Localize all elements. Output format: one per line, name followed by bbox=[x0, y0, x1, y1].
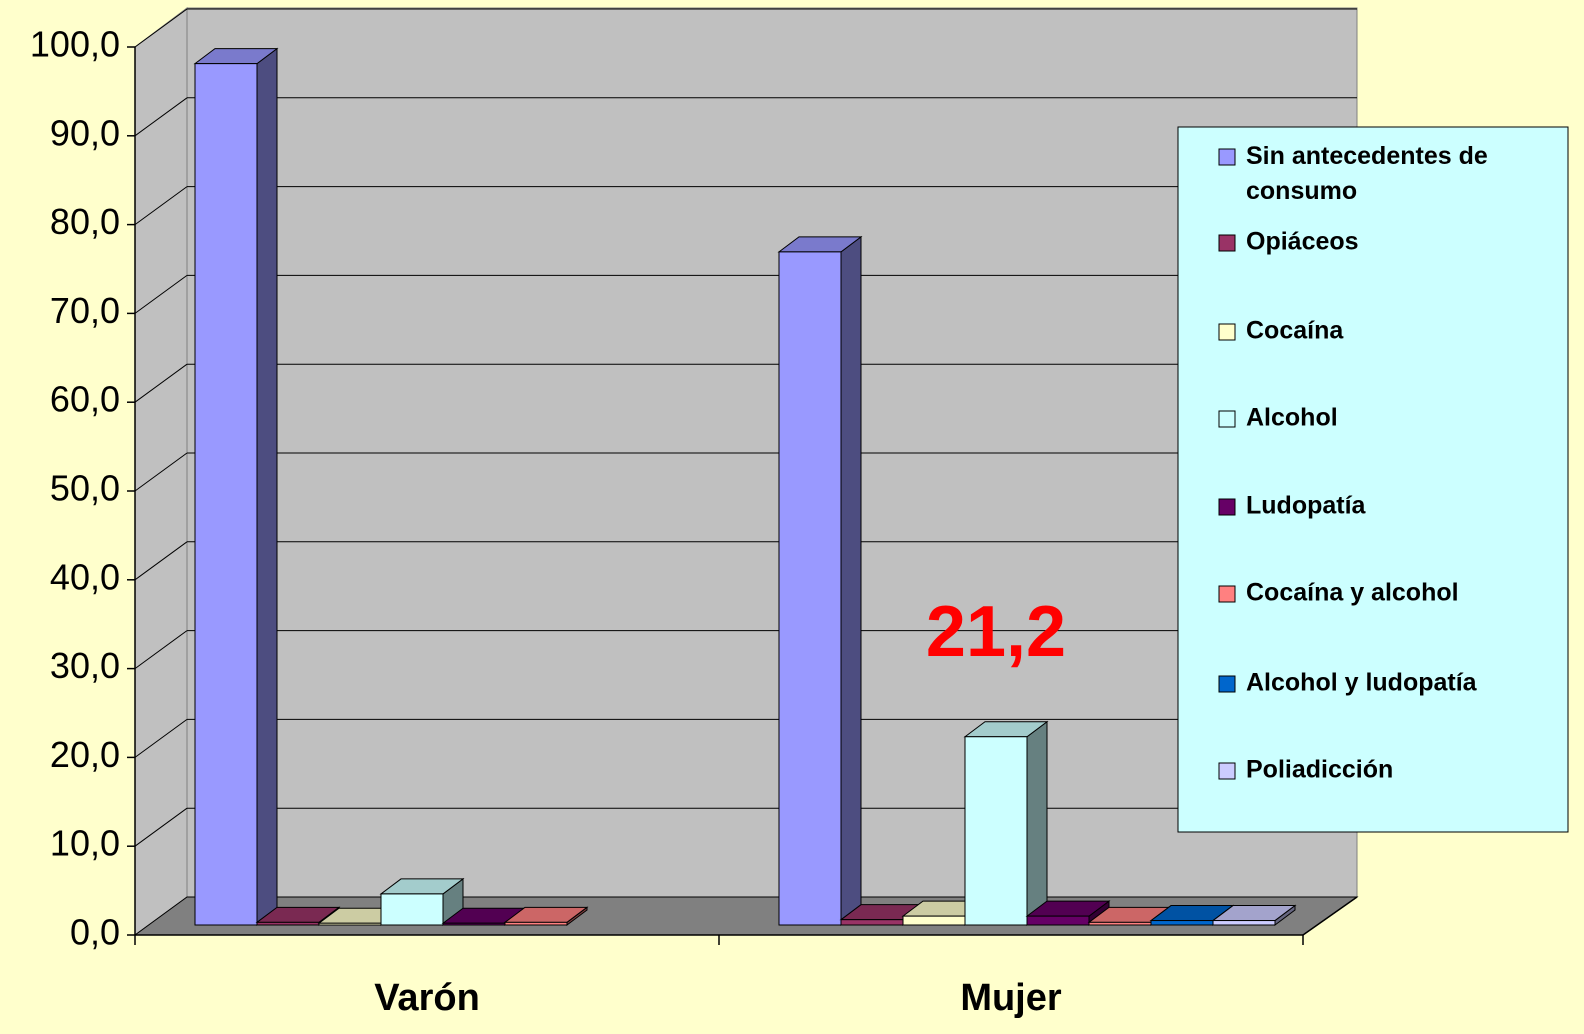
legend-swatch bbox=[1218, 498, 1236, 516]
legend-swatch bbox=[1218, 234, 1236, 252]
legend-swatch bbox=[1218, 762, 1236, 780]
bar-front bbox=[1150, 920, 1214, 926]
y-tick-label: 80,0 bbox=[50, 201, 120, 242]
y-tick-label: 100,0 bbox=[30, 24, 120, 65]
data-label: 21,2 bbox=[926, 592, 1066, 672]
legend-label: Sin antecedentes de consumo bbox=[1246, 142, 1488, 205]
grid-line bbox=[134, 186, 188, 226]
y-tick-label: 30,0 bbox=[50, 645, 120, 686]
bar bbox=[193, 47, 279, 926]
legend-swatch bbox=[1218, 585, 1236, 603]
x-tick-label: Mujer bbox=[960, 977, 1062, 1019]
bar-front bbox=[1212, 920, 1276, 926]
bar-side bbox=[840, 235, 862, 926]
bar bbox=[963, 720, 1049, 926]
grid-line bbox=[134, 630, 188, 670]
legend-swatch bbox=[1218, 675, 1236, 693]
grid-line bbox=[134, 274, 188, 314]
legend-label: Alcohol y ludopatía bbox=[1246, 669, 1478, 697]
bar-front bbox=[504, 921, 568, 926]
legend-label: Alcohol bbox=[1246, 404, 1338, 432]
bar-front bbox=[380, 893, 444, 926]
bar bbox=[1025, 900, 1111, 926]
bar-front bbox=[442, 922, 506, 926]
bar bbox=[503, 906, 589, 926]
bar-front bbox=[902, 915, 966, 926]
bars bbox=[193, 47, 1297, 926]
y-tick-label: 60,0 bbox=[50, 379, 120, 420]
bar-front bbox=[1026, 915, 1090, 926]
legend-label: Opiáceos bbox=[1246, 228, 1359, 256]
legend-label: Ludopatía bbox=[1246, 492, 1367, 520]
floor-edge bbox=[1302, 896, 1358, 936]
bar-side bbox=[256, 47, 278, 926]
legend-label: Cocaína y alcohol bbox=[1246, 579, 1459, 607]
legend-label: Cocaína bbox=[1246, 317, 1344, 345]
y-tick-label: 50,0 bbox=[50, 468, 120, 509]
y-tick-label: 70,0 bbox=[50, 290, 120, 331]
bar-front bbox=[194, 63, 258, 926]
bar-front bbox=[318, 922, 382, 926]
legend bbox=[1177, 126, 1569, 833]
y-tick-label: 10,0 bbox=[50, 823, 120, 864]
grid-line bbox=[134, 452, 188, 492]
bar-front bbox=[964, 736, 1028, 926]
grid-line bbox=[134, 807, 188, 847]
bar-front bbox=[840, 919, 904, 926]
grid-line bbox=[134, 363, 188, 403]
bar-front bbox=[256, 921, 320, 926]
y-tick-label: 0,0 bbox=[70, 912, 120, 953]
grid-line bbox=[134, 718, 188, 758]
grid-line bbox=[134, 97, 188, 137]
legend-swatch bbox=[1218, 323, 1236, 341]
legend-label: Poliadicción bbox=[1246, 756, 1393, 784]
y-tick-label: 90,0 bbox=[50, 112, 120, 153]
y-tick-label: 40,0 bbox=[50, 556, 120, 597]
bar bbox=[1211, 904, 1297, 926]
grid-line bbox=[134, 541, 188, 581]
y-tick-label: 20,0 bbox=[50, 734, 120, 775]
bar bbox=[777, 235, 863, 926]
bar-front bbox=[778, 251, 842, 926]
bar bbox=[379, 877, 465, 926]
bar-side bbox=[1026, 720, 1048, 926]
grid-line bbox=[134, 8, 188, 48]
x-tick-label: Varón bbox=[374, 977, 480, 1019]
legend-swatch bbox=[1218, 410, 1236, 428]
grid bbox=[134, 8, 1357, 847]
bar-front bbox=[1088, 921, 1152, 926]
legend-swatch bbox=[1218, 148, 1236, 166]
